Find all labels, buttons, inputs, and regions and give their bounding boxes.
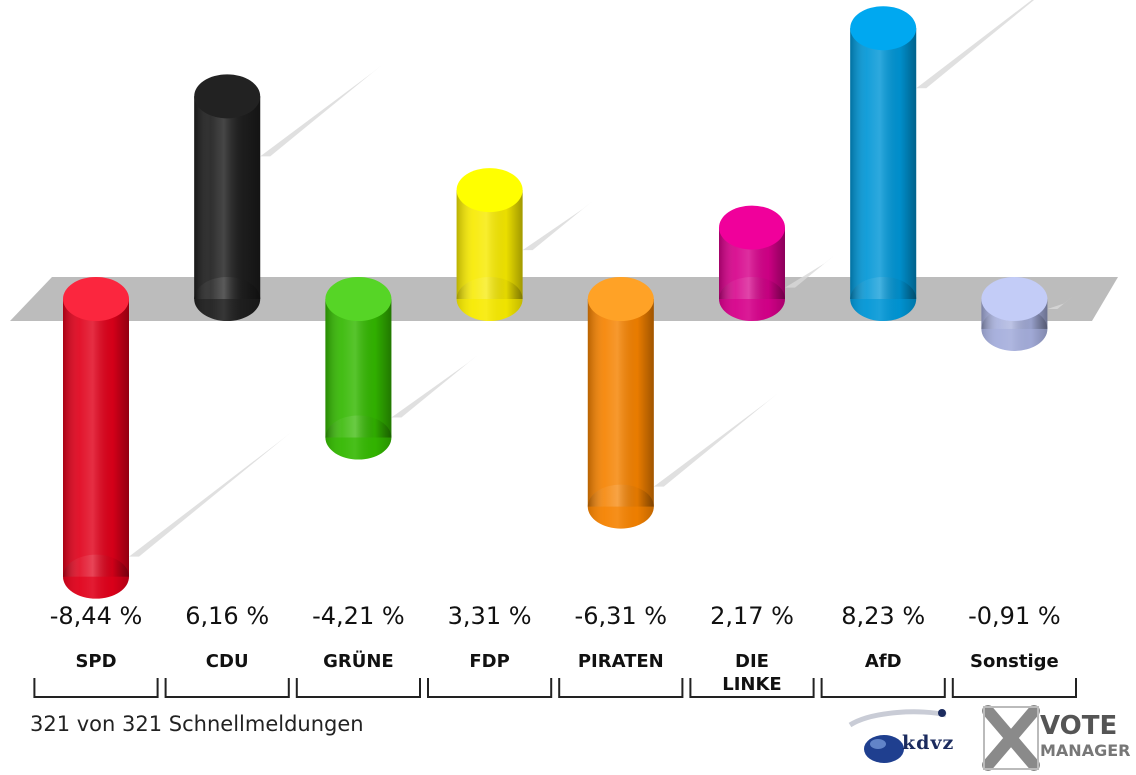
bar-die-linke	[719, 205, 785, 321]
category-label-spd: SPD	[75, 651, 117, 672]
axis-bracket-gruene	[295, 678, 421, 698]
category-label-fdp: FDP	[469, 651, 510, 672]
value-label-gruene: -4,21 %	[312, 602, 405, 630]
category-label-gruene: GRÜNE	[323, 651, 394, 672]
vote-logo-text: VOTE	[1040, 711, 1118, 741]
bar-shadow-piraten	[653, 393, 778, 487]
kdvz-logo-text: kdvz	[902, 732, 955, 754]
axis-bracket-fdp	[427, 678, 553, 698]
category-label-sonstige: Sonstige	[970, 651, 1059, 672]
baseline-plane	[10, 277, 1118, 321]
axis-bracket-spd	[33, 678, 159, 698]
bar-shadow-fdp	[522, 201, 593, 251]
value-label-die-linke: 2,17 %	[710, 602, 794, 630]
category-label-afd: AfD	[864, 651, 902, 672]
category-label-piraten: PIRATEN	[577, 651, 664, 672]
value-label-sonstige: -0,91 %	[968, 602, 1061, 630]
bar-piraten	[587, 277, 654, 529]
axis-bracket-die-linke	[689, 678, 815, 698]
category-label-cdu: CDU	[205, 651, 249, 672]
bar-shadow-gruene	[391, 355, 478, 418]
bar-shadow-sonstige	[1047, 295, 1074, 309]
value-label-spd: -8,44 %	[49, 602, 143, 630]
kdvz-logo: kdvz	[842, 705, 982, 769]
manager-logo-text: MANAGER	[1040, 741, 1131, 760]
bar-chart	[10, 0, 1118, 698]
axis-bracket-afd	[820, 678, 946, 698]
bar-shadow-cdu	[260, 65, 382, 157]
bar-shadow-spd	[129, 431, 292, 557]
bar-shadow-afd	[916, 0, 1035, 89]
bar-sonstige	[981, 277, 1048, 351]
bar-cdu	[194, 74, 261, 321]
value-label-afd: 8,23 %	[841, 602, 926, 630]
bar-spd	[63, 277, 129, 599]
axis-bracket-piraten	[558, 678, 684, 698]
axis-bracket-sonstige	[951, 678, 1077, 698]
value-label-piraten: -6,31 %	[574, 602, 668, 630]
category-label-die-linke: DIE LINKE	[722, 651, 782, 695]
value-label-cdu: 6,16 %	[185, 602, 270, 630]
vote-manager-logo: VOTE MANAGER	[982, 705, 1132, 771]
bar-gruene	[325, 277, 392, 460]
value-label-fdp: 3,31 %	[447, 602, 532, 630]
report-status-text: 321 von 321 Schnellmeldungen	[30, 712, 364, 736]
bar-fdp	[456, 168, 523, 321]
axis-bracket-cdu	[164, 678, 290, 698]
bar-afd	[850, 6, 917, 321]
